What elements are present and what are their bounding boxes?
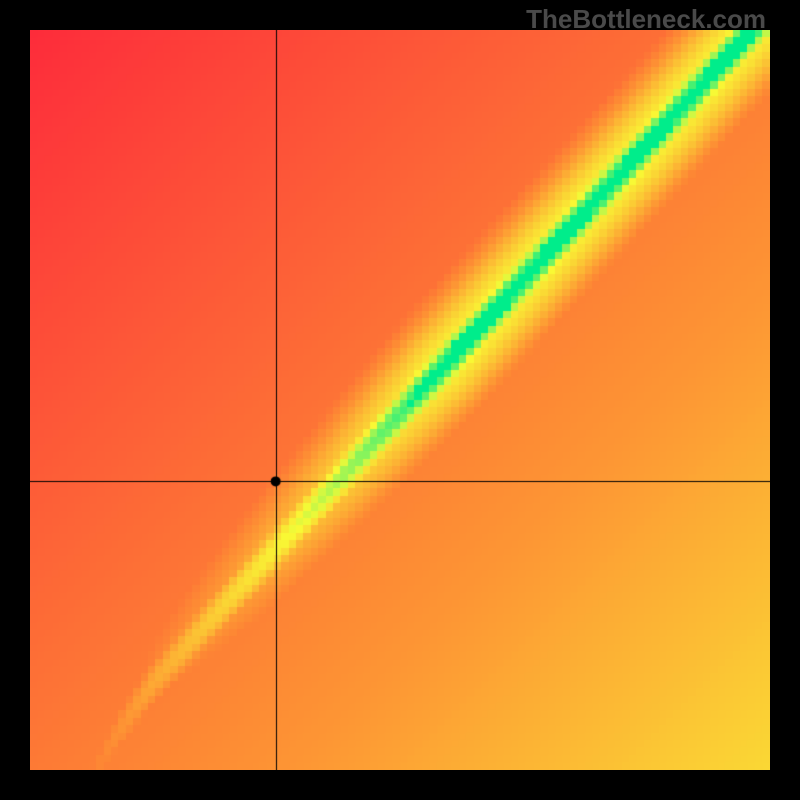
chart-frame: TheBottleneck.com — [0, 0, 800, 800]
heatmap-canvas — [30, 30, 770, 770]
heatmap-plot — [30, 30, 770, 770]
watermark-text: TheBottleneck.com — [526, 4, 766, 35]
